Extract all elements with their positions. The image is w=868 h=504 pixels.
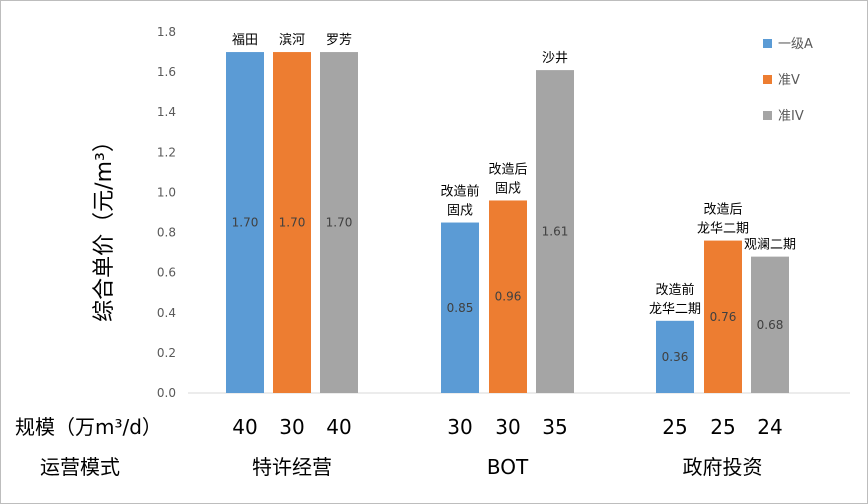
operation-mode-label: 特许经营 bbox=[252, 455, 332, 479]
scale-value-label: 30 bbox=[279, 415, 304, 439]
bar-value-label: 0.76 bbox=[710, 310, 737, 324]
bar bbox=[273, 52, 311, 394]
y-tick-label: 1.2 bbox=[157, 145, 176, 159]
bar-name-label: 改造后 bbox=[703, 203, 742, 218]
y-tick-label: 1.4 bbox=[157, 105, 176, 119]
bar-value-label: 0.96 bbox=[495, 290, 522, 304]
y-axis-label: 综合单价（元/m³） bbox=[92, 130, 117, 322]
scale-value-label: 30 bbox=[495, 415, 520, 439]
scale-value-label: 30 bbox=[447, 415, 472, 439]
scale-row-label: 规模（万m³/d） bbox=[15, 415, 162, 439]
y-tick-label: 1.8 bbox=[157, 25, 176, 39]
scale-value-label: 25 bbox=[662, 415, 687, 439]
bar bbox=[656, 320, 694, 393]
bar-name-label: 滨河 bbox=[279, 32, 305, 48]
bar-value-label: 1.70 bbox=[279, 216, 306, 230]
bar-value-label: 0.68 bbox=[757, 318, 784, 332]
bar bbox=[320, 52, 358, 394]
bar bbox=[536, 70, 574, 393]
bar-name-label: 观澜二期 bbox=[744, 238, 796, 253]
y-tick-label: 0.2 bbox=[157, 346, 176, 360]
operation-mode-label: 政府投资 bbox=[683, 455, 763, 479]
legend-swatch bbox=[763, 39, 772, 48]
bar-name-label: 固戍 bbox=[447, 204, 473, 219]
bar bbox=[704, 240, 742, 393]
bar-name-label: 福田 bbox=[232, 33, 258, 48]
y-tick-label: 1.0 bbox=[157, 185, 176, 199]
bar bbox=[489, 200, 527, 393]
y-tick-label: 0.0 bbox=[157, 386, 176, 400]
scale-value-label: 24 bbox=[757, 415, 782, 439]
bar-name-label: 改造后 bbox=[488, 162, 527, 177]
operation-mode-label: BOT bbox=[487, 455, 529, 479]
bar-name-label: 改造前 bbox=[655, 282, 694, 298]
bar-value-label: 0.36 bbox=[662, 350, 689, 364]
bar-value-label: 0.85 bbox=[447, 301, 474, 315]
bar-value-label: 1.70 bbox=[326, 216, 353, 230]
scale-value-label: 40 bbox=[232, 415, 257, 439]
y-tick-label: 0.8 bbox=[157, 226, 176, 240]
bar-value-label: 1.61 bbox=[542, 225, 569, 239]
bar bbox=[751, 256, 789, 393]
bar-name-label: 罗芳 bbox=[326, 33, 352, 48]
y-tick-label: 1.6 bbox=[157, 65, 176, 79]
bar-name-label: 固戍 bbox=[495, 181, 521, 196]
bar-name-label: 沙井 bbox=[542, 51, 568, 66]
scale-value-label: 40 bbox=[326, 415, 351, 439]
bar bbox=[226, 52, 264, 394]
scale-value-label: 35 bbox=[542, 415, 567, 439]
legend-label: 准IV bbox=[778, 109, 804, 124]
bar-value-label: 1.70 bbox=[232, 216, 259, 230]
legend-label: 一级A bbox=[778, 37, 813, 52]
y-tick-label: 0.6 bbox=[157, 266, 176, 280]
legend-swatch bbox=[763, 75, 772, 84]
bar bbox=[441, 222, 479, 393]
y-tick-label: 0.4 bbox=[157, 306, 176, 320]
legend-label: 准V bbox=[778, 73, 800, 88]
bar-name-label: 改造前 bbox=[440, 184, 479, 200]
bar-name-label: 龙华二期 bbox=[649, 302, 701, 317]
legend-swatch bbox=[763, 111, 772, 120]
scale-value-label: 25 bbox=[710, 415, 735, 439]
mode-row-label: 运营模式 bbox=[40, 455, 120, 479]
bar-name-label: 龙华二期 bbox=[697, 222, 749, 237]
